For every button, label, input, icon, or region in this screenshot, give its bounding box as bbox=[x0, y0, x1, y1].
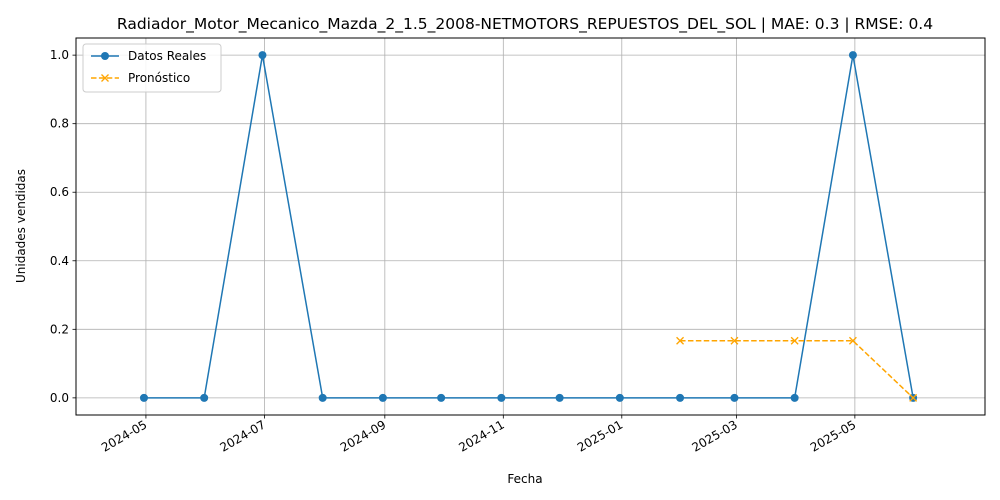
data-point bbox=[790, 393, 799, 402]
data-point bbox=[676, 336, 685, 345]
legend-label: Pronóstico bbox=[128, 71, 190, 85]
legend-item: Datos Reales bbox=[91, 49, 206, 63]
legend-label: Datos Reales bbox=[128, 49, 206, 63]
data-point bbox=[555, 393, 564, 402]
series-2 bbox=[676, 336, 918, 402]
series-layer bbox=[139, 51, 918, 402]
data-point bbox=[730, 393, 739, 402]
y-tick-label: 1.0 bbox=[50, 48, 69, 62]
data-point bbox=[848, 51, 857, 60]
y-tick-label: 0.4 bbox=[50, 254, 69, 268]
data-point bbox=[378, 393, 387, 402]
data-point bbox=[790, 336, 799, 345]
legend-item: Pronóstico bbox=[91, 71, 190, 85]
x-axis-label: Fecha bbox=[507, 472, 542, 486]
data-point bbox=[318, 393, 327, 402]
chart-title: Radiador_Motor_Mecanico_Mazda_2_1.5_2008… bbox=[117, 15, 933, 34]
data-point bbox=[497, 393, 506, 402]
series-line bbox=[143, 55, 914, 399]
legend: Datos Reales Pronóstico bbox=[82, 43, 222, 93]
legend-marker bbox=[101, 74, 109, 82]
data-point bbox=[139, 393, 148, 402]
y-axis-label: Unidades vendidas bbox=[14, 169, 28, 283]
data-point bbox=[909, 393, 918, 402]
data-point bbox=[200, 393, 209, 402]
data-point bbox=[258, 51, 267, 60]
data-point bbox=[676, 393, 685, 402]
data-point bbox=[848, 336, 857, 345]
legend-marker bbox=[101, 52, 109, 60]
data-point bbox=[615, 393, 624, 402]
y-tick-label: 0.8 bbox=[50, 117, 69, 131]
plot-frame bbox=[75, 37, 986, 416]
data-point bbox=[437, 393, 446, 402]
y-tick-label: 0.6 bbox=[50, 185, 69, 199]
y-tick-label: 0.2 bbox=[50, 322, 69, 336]
y-tick-label: 0.0 bbox=[50, 391, 69, 405]
data-point bbox=[730, 336, 739, 345]
